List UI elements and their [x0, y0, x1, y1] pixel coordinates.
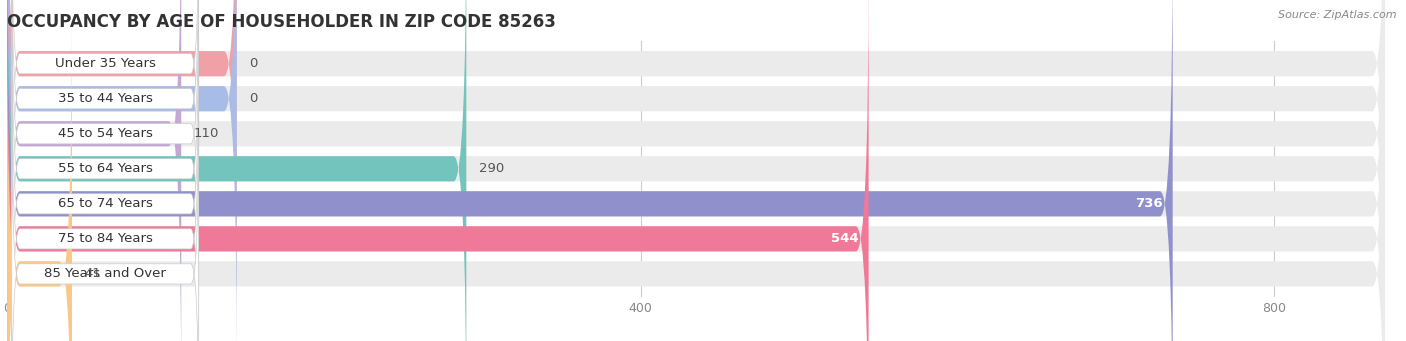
FancyBboxPatch shape: [7, 0, 1385, 341]
FancyBboxPatch shape: [7, 0, 467, 341]
Text: Source: ZipAtlas.com: Source: ZipAtlas.com: [1278, 10, 1396, 20]
FancyBboxPatch shape: [7, 0, 1385, 341]
Text: 45 to 54 Years: 45 to 54 Years: [58, 127, 153, 140]
Text: OCCUPANCY BY AGE OF HOUSEHOLDER IN ZIP CODE 85263: OCCUPANCY BY AGE OF HOUSEHOLDER IN ZIP C…: [7, 13, 555, 31]
FancyBboxPatch shape: [7, 6, 1385, 341]
FancyBboxPatch shape: [7, 0, 181, 341]
FancyBboxPatch shape: [11, 109, 198, 341]
Text: Under 35 Years: Under 35 Years: [55, 57, 156, 70]
FancyBboxPatch shape: [7, 6, 72, 341]
Text: 0: 0: [249, 92, 257, 105]
FancyBboxPatch shape: [11, 0, 198, 264]
Text: 290: 290: [479, 162, 505, 175]
FancyBboxPatch shape: [11, 0, 198, 299]
FancyBboxPatch shape: [11, 74, 198, 341]
Text: 85 Years and Over: 85 Years and Over: [44, 267, 166, 280]
Text: 75 to 84 Years: 75 to 84 Years: [58, 232, 153, 246]
FancyBboxPatch shape: [11, 39, 198, 341]
Text: 55 to 64 Years: 55 to 64 Years: [58, 162, 153, 175]
FancyBboxPatch shape: [7, 0, 1385, 341]
FancyBboxPatch shape: [11, 4, 198, 334]
Text: 110: 110: [194, 127, 219, 140]
Text: 0: 0: [249, 57, 257, 70]
Text: 544: 544: [831, 232, 859, 246]
FancyBboxPatch shape: [7, 0, 1173, 341]
FancyBboxPatch shape: [7, 0, 869, 341]
Text: 736: 736: [1136, 197, 1163, 210]
FancyBboxPatch shape: [7, 0, 1385, 341]
Text: 65 to 74 Years: 65 to 74 Years: [58, 197, 153, 210]
Text: 35 to 44 Years: 35 to 44 Years: [58, 92, 153, 105]
FancyBboxPatch shape: [7, 0, 236, 341]
FancyBboxPatch shape: [7, 0, 236, 331]
Text: 41: 41: [84, 267, 101, 280]
FancyBboxPatch shape: [7, 0, 1385, 341]
FancyBboxPatch shape: [7, 0, 1385, 331]
FancyBboxPatch shape: [11, 0, 198, 229]
